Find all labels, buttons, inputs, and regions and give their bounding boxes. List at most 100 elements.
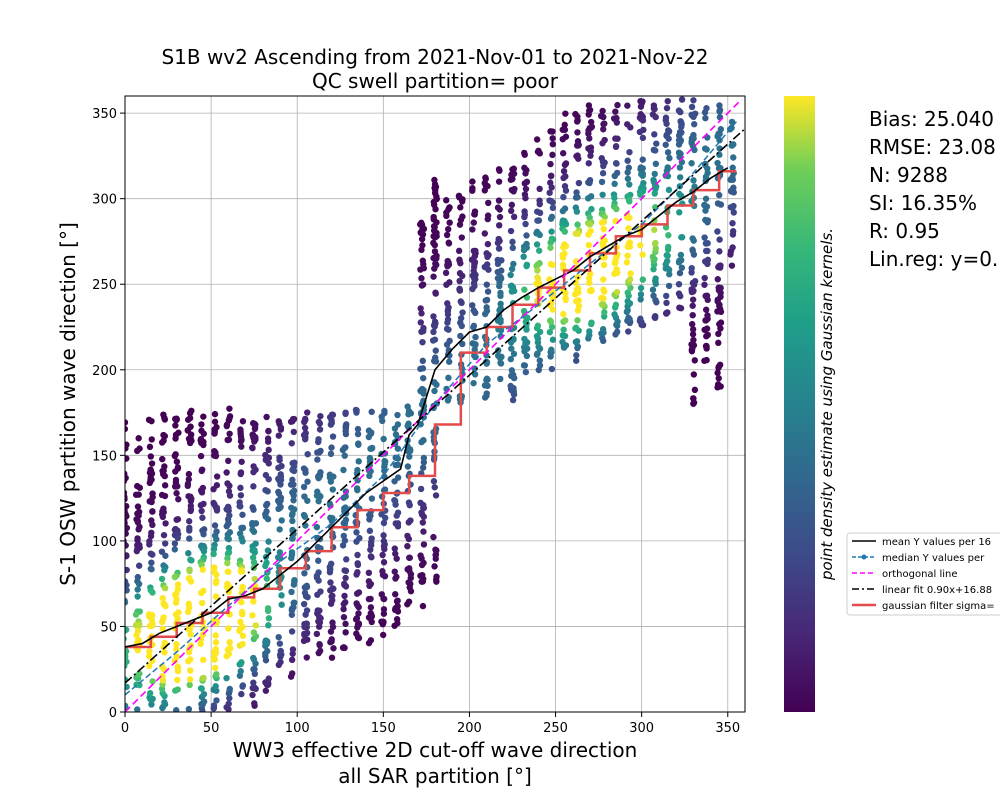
linear-fit-line [125,128,745,684]
scatter-point [406,554,414,561]
scatter-point [627,124,634,131]
scatter-point [702,216,709,224]
scatter-point [624,252,631,259]
scatter-point [418,328,425,335]
scatter-point [186,409,194,417]
scatter-point [675,280,683,288]
scatter-point [340,613,348,621]
scatter-point [598,219,606,226]
x-tick-label: 150 [371,721,396,736]
scatter-point [600,225,607,233]
scatter-point [186,567,193,575]
scatter-point [497,375,504,383]
scatter-point [613,160,620,167]
scatter-point [394,520,402,527]
scatter-point [507,227,515,235]
scatter-point [574,221,581,228]
scatter-point [520,253,527,260]
scatter-point [148,436,155,443]
scatter-point [265,428,272,435]
scatter-point [574,230,582,238]
scatter-point [135,622,143,630]
scatter-point [419,602,427,610]
scatter-point [497,318,504,326]
scatter-point [368,535,375,542]
scatter-point [250,468,257,476]
scatter-point [237,484,244,492]
scatter-point [394,461,402,469]
scatter-point [651,190,658,197]
scatter-point [664,97,671,105]
scatter-point [161,639,168,647]
scatter-point [520,362,528,369]
scatter-point [573,208,581,215]
scatter-point [432,546,439,553]
scatter-point [496,282,503,290]
scatter-point [342,410,349,418]
scatter-point [187,667,194,674]
scatter-point [691,386,699,394]
scatter-point [521,213,528,221]
scatter-point [520,246,528,254]
scatter-point [391,568,398,575]
scatter-point [599,191,606,198]
scatter-point [404,542,411,550]
scatter-point [171,573,179,581]
scatter-point [599,140,606,147]
scatter-point [133,547,141,555]
scatter-point [433,255,440,262]
scatter-point [251,700,258,707]
scatter-point [125,683,128,690]
scatter-point [134,503,142,510]
scatter-point [508,201,516,209]
scatter-point [573,142,581,149]
scatter-point [420,374,427,382]
scatter-point [380,537,388,545]
scatter-point [703,146,710,153]
scatter-point [522,194,529,202]
scatter-point [354,425,362,433]
scatter-point [406,565,413,572]
scatter-point [394,411,401,419]
scatter-point [431,563,438,570]
scatter-point [380,610,388,617]
scatter-point [184,416,192,423]
scatter-point [496,213,504,221]
scatter-point [146,648,153,655]
scatter-point [547,172,555,180]
scatter-point [125,566,130,574]
scatter-point [237,618,244,626]
scatter-point [276,640,284,647]
scatter-point [637,315,644,322]
scatter-point [172,422,179,429]
scatter-point [342,599,349,606]
scatter-point [548,323,556,331]
scatter-point [135,435,142,442]
scatter-point [678,234,686,241]
scatter-point [637,191,644,198]
scatter-point [288,656,296,664]
scatter-point [483,375,491,382]
scatter-point [536,150,544,157]
scatter-point [238,568,246,575]
scatter-point [186,681,193,689]
scatter-point [200,531,207,538]
scatter-point [639,117,647,124]
scatter-point [213,507,221,514]
scatter-point [125,524,131,532]
scatter-point [354,560,361,567]
scatter-point [730,209,737,216]
scatter-point [134,536,141,544]
scatter-point [264,547,272,554]
scatter-point [341,452,348,459]
scatter-point [239,511,246,518]
scatter-point [585,111,592,118]
scatter-point [355,441,362,448]
scatter-point [200,430,207,437]
scatter-point [239,538,246,545]
scatter-point [291,576,298,584]
scatter-point [626,198,633,205]
scatter-point [689,331,697,338]
scatter-point [481,187,488,194]
scatter-point [624,289,631,296]
